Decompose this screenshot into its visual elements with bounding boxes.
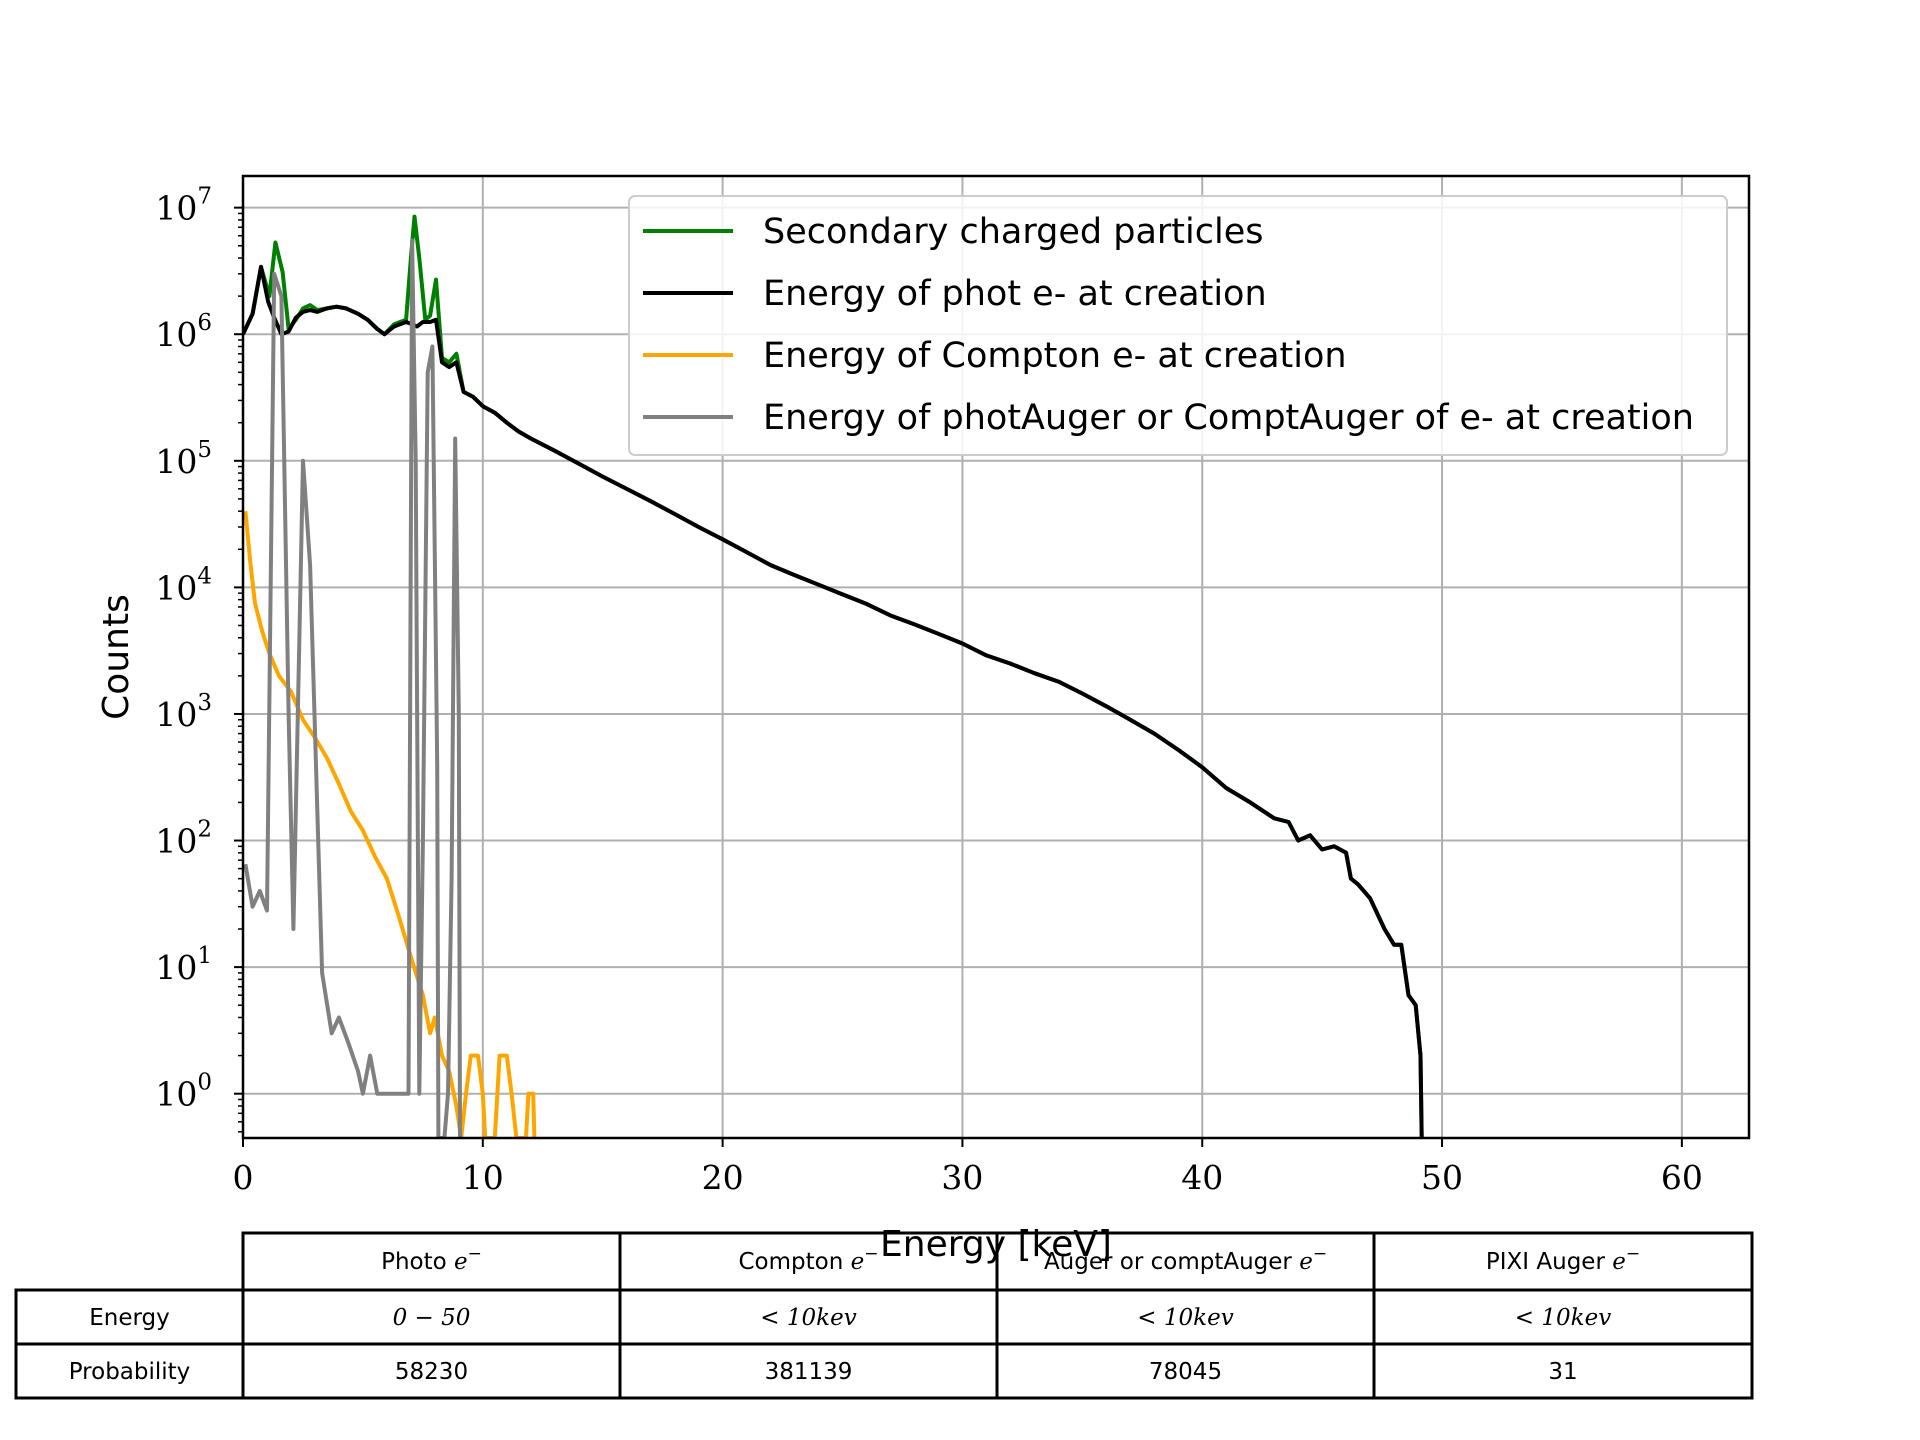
y-tick-base: 10 xyxy=(155,442,197,481)
legend-entry-label: Energy of photAuger or ComptAuger of e- … xyxy=(763,398,1694,438)
y-tick-exponent: 1 xyxy=(197,943,212,969)
y-tick-label: 102 xyxy=(155,817,212,861)
table-column-header: Photo e− xyxy=(381,1244,482,1275)
table-column-header: Compton e− xyxy=(739,1244,879,1275)
legend-entry-label: Secondary charged particles xyxy=(763,212,1263,252)
y-axis-label: Counts xyxy=(96,594,137,720)
y-tick-exponent: 7 xyxy=(197,184,212,210)
y-tick-exponent: 5 xyxy=(197,437,212,463)
y-tick-base: 10 xyxy=(155,948,197,987)
column-header-sup: − xyxy=(1313,1244,1327,1264)
x-axis-label: Energy [keV] xyxy=(880,1224,1112,1265)
legend-entry-label: Energy of Compton e- at creation xyxy=(763,336,1347,376)
table-column-header: Auger or comptAuger e− xyxy=(1044,1244,1327,1275)
column-header-text: Compton xyxy=(739,1249,851,1275)
legend-entry-label: Energy of phot e- at creation xyxy=(763,274,1267,314)
table-cell: 0 − 50 xyxy=(393,1305,471,1331)
y-tick-exponent: 4 xyxy=(197,563,212,589)
y-tick-base: 10 xyxy=(155,568,197,607)
column-header-math: e xyxy=(1299,1249,1313,1275)
y-tick-base: 10 xyxy=(155,695,197,734)
y-tick-exponent: 3 xyxy=(197,690,212,716)
table-cell: 381139 xyxy=(765,1359,853,1385)
table-cell: < 10kev xyxy=(1137,1305,1233,1331)
x-tick-label: 30 xyxy=(941,1158,983,1197)
y-tick-base: 10 xyxy=(155,189,197,228)
table-cell: 31 xyxy=(1548,1359,1577,1385)
y-tick-base: 10 xyxy=(155,822,197,861)
table-cell: < 10kev xyxy=(1515,1305,1611,1331)
y-tick-base: 10 xyxy=(155,315,197,354)
y-tick-exponent: 0 xyxy=(197,1070,212,1096)
y-tick-label: 107 xyxy=(155,184,212,228)
series-line-3 xyxy=(243,511,537,1138)
table-column-header: PIXI Auger e− xyxy=(1486,1244,1640,1275)
table-cell: 78045 xyxy=(1149,1359,1222,1385)
y-tick-label: 103 xyxy=(155,690,212,734)
column-header-sup: − xyxy=(468,1244,482,1264)
series-lines xyxy=(243,214,1424,1138)
series-line-2 xyxy=(243,264,1424,1138)
x-tick-label: 0 xyxy=(233,1158,254,1197)
y-tick-label: 101 xyxy=(155,943,212,987)
table-row-label: Energy xyxy=(89,1305,170,1331)
y-tick-label: 104 xyxy=(155,563,212,607)
table-cell: < 10kev xyxy=(760,1305,856,1331)
summary-table: Photo e− Compton e− Auger or comptAuger e−… xyxy=(14,1231,1754,1400)
y-tick-exponent: 6 xyxy=(197,310,212,336)
x-tick-label: 20 xyxy=(702,1158,744,1197)
legend: Secondary charged particles Energy of pho… xyxy=(628,195,1728,456)
column-header-sup: − xyxy=(864,1244,878,1264)
y-tick-base: 10 xyxy=(155,1075,197,1114)
y-tick-label: 100 xyxy=(155,1070,212,1114)
column-header-math: e xyxy=(1612,1249,1626,1275)
column-header-text: PIXI Auger xyxy=(1486,1249,1612,1275)
column-header-sup: − xyxy=(1626,1244,1640,1264)
table-row-label: Probability xyxy=(69,1359,191,1385)
y-tick-label: 106 xyxy=(155,310,212,354)
table-cell: 58230 xyxy=(395,1359,468,1385)
column-header-text: Photo xyxy=(381,1249,454,1275)
x-tick-label: 60 xyxy=(1661,1158,1703,1197)
x-tick-label: 40 xyxy=(1181,1158,1223,1197)
y-tick-label: 105 xyxy=(155,437,212,481)
x-tick-label: 10 xyxy=(462,1158,504,1197)
column-header-math: e xyxy=(454,1249,468,1275)
legend-box xyxy=(628,195,1728,456)
plot-frame xyxy=(241,174,1751,1140)
column-header-math: e xyxy=(851,1249,865,1275)
y-tick-exponent: 2 xyxy=(197,817,212,843)
series-line-4 xyxy=(243,238,462,1138)
x-tick-label: 50 xyxy=(1421,1158,1463,1197)
column-header-text: Auger or comptAuger xyxy=(1044,1249,1299,1275)
